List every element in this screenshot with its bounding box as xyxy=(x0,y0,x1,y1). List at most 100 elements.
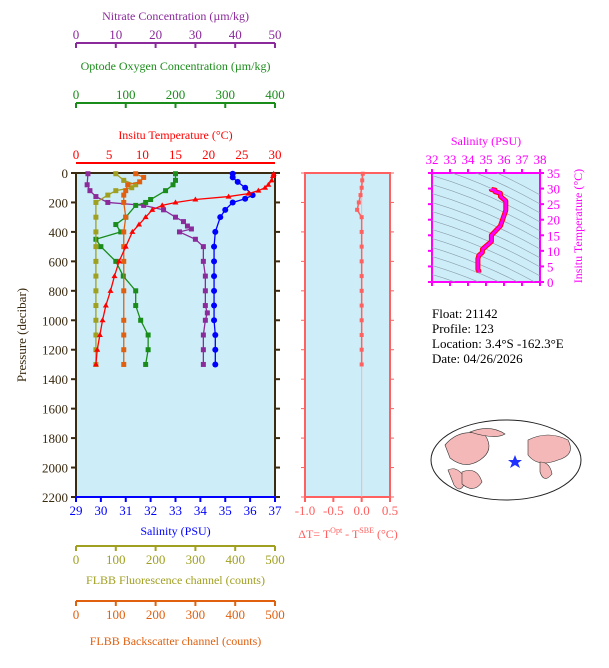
delta-tick-label: -0.5 xyxy=(323,503,344,518)
nit-point xyxy=(202,303,208,309)
oxy-point xyxy=(133,288,139,294)
nit-tick-label: 0 xyxy=(73,27,80,42)
nit-point xyxy=(173,214,178,220)
density-contour xyxy=(432,184,540,232)
bbp-point xyxy=(121,192,127,198)
density-contour xyxy=(432,202,540,250)
flu-point xyxy=(93,273,99,279)
sal-point xyxy=(229,174,236,181)
oxy-tick-label: 400 xyxy=(265,87,285,102)
flu-point xyxy=(129,185,135,191)
temp-tick-label: 20 xyxy=(202,147,215,162)
sal-point xyxy=(242,195,249,202)
temp-point xyxy=(94,346,101,352)
density-contour xyxy=(432,193,540,241)
temp-point xyxy=(136,221,143,227)
density-contour xyxy=(432,256,500,282)
bbp-point xyxy=(121,258,127,264)
flu-point xyxy=(133,182,139,188)
delta-point xyxy=(360,171,365,176)
oxy-point xyxy=(118,229,124,235)
continent xyxy=(461,470,483,489)
bbp-point xyxy=(121,229,127,235)
sal-point xyxy=(211,273,218,280)
nit-point xyxy=(204,310,210,316)
flu-tick-label: 500 xyxy=(265,552,285,567)
flu-point xyxy=(93,258,99,264)
nit-tick-label: 10 xyxy=(109,27,122,42)
sal-point xyxy=(212,361,219,368)
y-tick-label: 1600 xyxy=(42,402,68,417)
temp-tick-label: 15 xyxy=(169,147,182,162)
nit-axis-label: Nitrate Concentration (µm/kg) xyxy=(102,9,249,23)
sal-tick-label: 35 xyxy=(219,503,232,518)
float-id: Float: 21142 xyxy=(432,306,498,321)
temp-point xyxy=(262,184,269,190)
oxy-point xyxy=(148,197,154,203)
ts-y-tick-label: 35 xyxy=(547,166,560,181)
continent xyxy=(527,434,571,464)
bbp-point xyxy=(121,199,127,205)
sal-tick-label: 34 xyxy=(194,503,208,518)
nit-point xyxy=(200,258,206,264)
delta-tick-label: 0.5 xyxy=(382,503,398,518)
nit-point xyxy=(200,347,206,353)
nit-point xyxy=(85,171,91,177)
sal-point xyxy=(242,184,249,191)
oxy-point xyxy=(143,199,149,205)
y-tick-label: 0 xyxy=(62,166,69,181)
bbp-point xyxy=(123,214,129,220)
temp-point xyxy=(225,193,232,199)
nit-tick-label: 30 xyxy=(189,27,202,42)
temp-point xyxy=(122,243,129,249)
delta-point xyxy=(359,215,364,220)
temp-point xyxy=(159,202,166,208)
ts-x-tick-label: 32 xyxy=(426,152,439,167)
delta-point xyxy=(359,333,364,337)
main-plot-area xyxy=(75,172,276,498)
flu-tick-label: 100 xyxy=(106,552,126,567)
temp-point xyxy=(268,177,275,183)
bbp-axis-label: FLBB Backscatter channel (counts) xyxy=(90,634,262,648)
temp-point xyxy=(96,332,103,337)
density-contour xyxy=(475,173,540,205)
bbp-point xyxy=(121,361,127,367)
oxy-tick-label: 0 xyxy=(73,87,80,102)
oxy-point xyxy=(138,317,144,323)
temp-tick-label: 10 xyxy=(136,147,149,162)
temp-point xyxy=(111,273,118,279)
flu-point xyxy=(93,303,99,309)
flu-point xyxy=(93,199,99,205)
temp-point xyxy=(107,287,114,293)
density-contour xyxy=(432,247,519,282)
sal-tick-label: 31 xyxy=(119,503,132,518)
nit-point xyxy=(202,273,208,279)
density-contour xyxy=(432,238,536,282)
nit-point xyxy=(84,182,90,188)
location: Location: 3.4°S -162.3°E xyxy=(432,336,564,351)
flu-point xyxy=(121,177,127,183)
y-tick-label: 600 xyxy=(49,254,69,269)
temp-point xyxy=(149,206,156,212)
y-tick-label: 2200 xyxy=(42,490,68,505)
profile-number: Profile: 123 xyxy=(432,321,494,336)
delta-plot-area xyxy=(304,172,391,498)
ts-x-tick-label: 35 xyxy=(480,152,493,167)
oxy-point xyxy=(173,171,178,177)
flu-point xyxy=(93,229,99,235)
sal-tick-label: 30 xyxy=(94,503,107,518)
continent xyxy=(539,461,553,479)
delta-axis-label: ΔT= TOpt - TSBE (°C) xyxy=(298,526,398,541)
flu-tick-label: 200 xyxy=(146,552,166,567)
sal-point xyxy=(222,206,229,213)
delta-point xyxy=(359,318,364,323)
sal-point xyxy=(217,214,224,221)
delta-point xyxy=(359,244,364,249)
nit-point xyxy=(176,229,182,235)
flu-tick-label: 400 xyxy=(225,552,245,567)
temp-tick-label: 30 xyxy=(269,147,282,162)
delta-point xyxy=(356,200,361,205)
bbp-point xyxy=(121,347,127,353)
ts-y-tick-label: 15 xyxy=(547,228,560,243)
temp-point xyxy=(245,190,252,196)
